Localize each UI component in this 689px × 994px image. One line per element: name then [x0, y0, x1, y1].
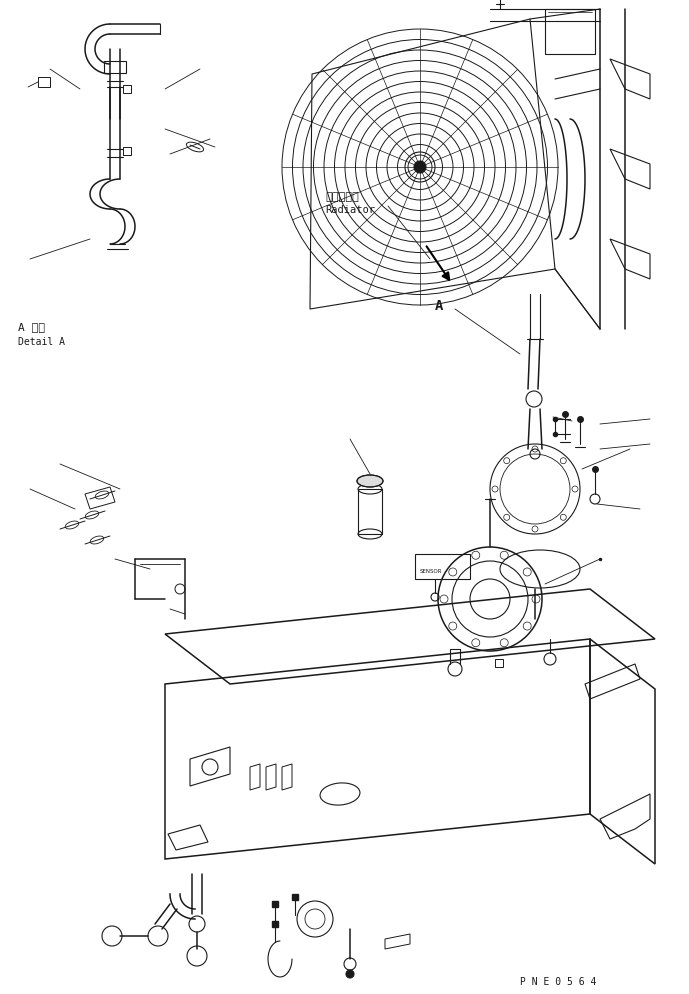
- Text: P N E 0 5 6 4: P N E 0 5 6 4: [520, 976, 597, 986]
- Bar: [104, 62, 126, 74]
- Bar: [123, 148, 131, 156]
- Bar: [38, 78, 50, 87]
- Circle shape: [346, 970, 354, 978]
- Ellipse shape: [357, 475, 383, 487]
- Bar: [495, 659, 503, 667]
- Text: ラジエータ: ラジエータ: [325, 192, 359, 202]
- Text: Radiator: Radiator: [325, 205, 375, 215]
- Text: A 詳細: A 詳細: [18, 322, 45, 332]
- Text: A: A: [435, 299, 444, 313]
- Bar: [123, 85, 131, 93]
- Text: SENSOR: SENSOR: [420, 569, 442, 574]
- Text: Detail A: Detail A: [18, 337, 65, 347]
- Circle shape: [414, 162, 426, 174]
